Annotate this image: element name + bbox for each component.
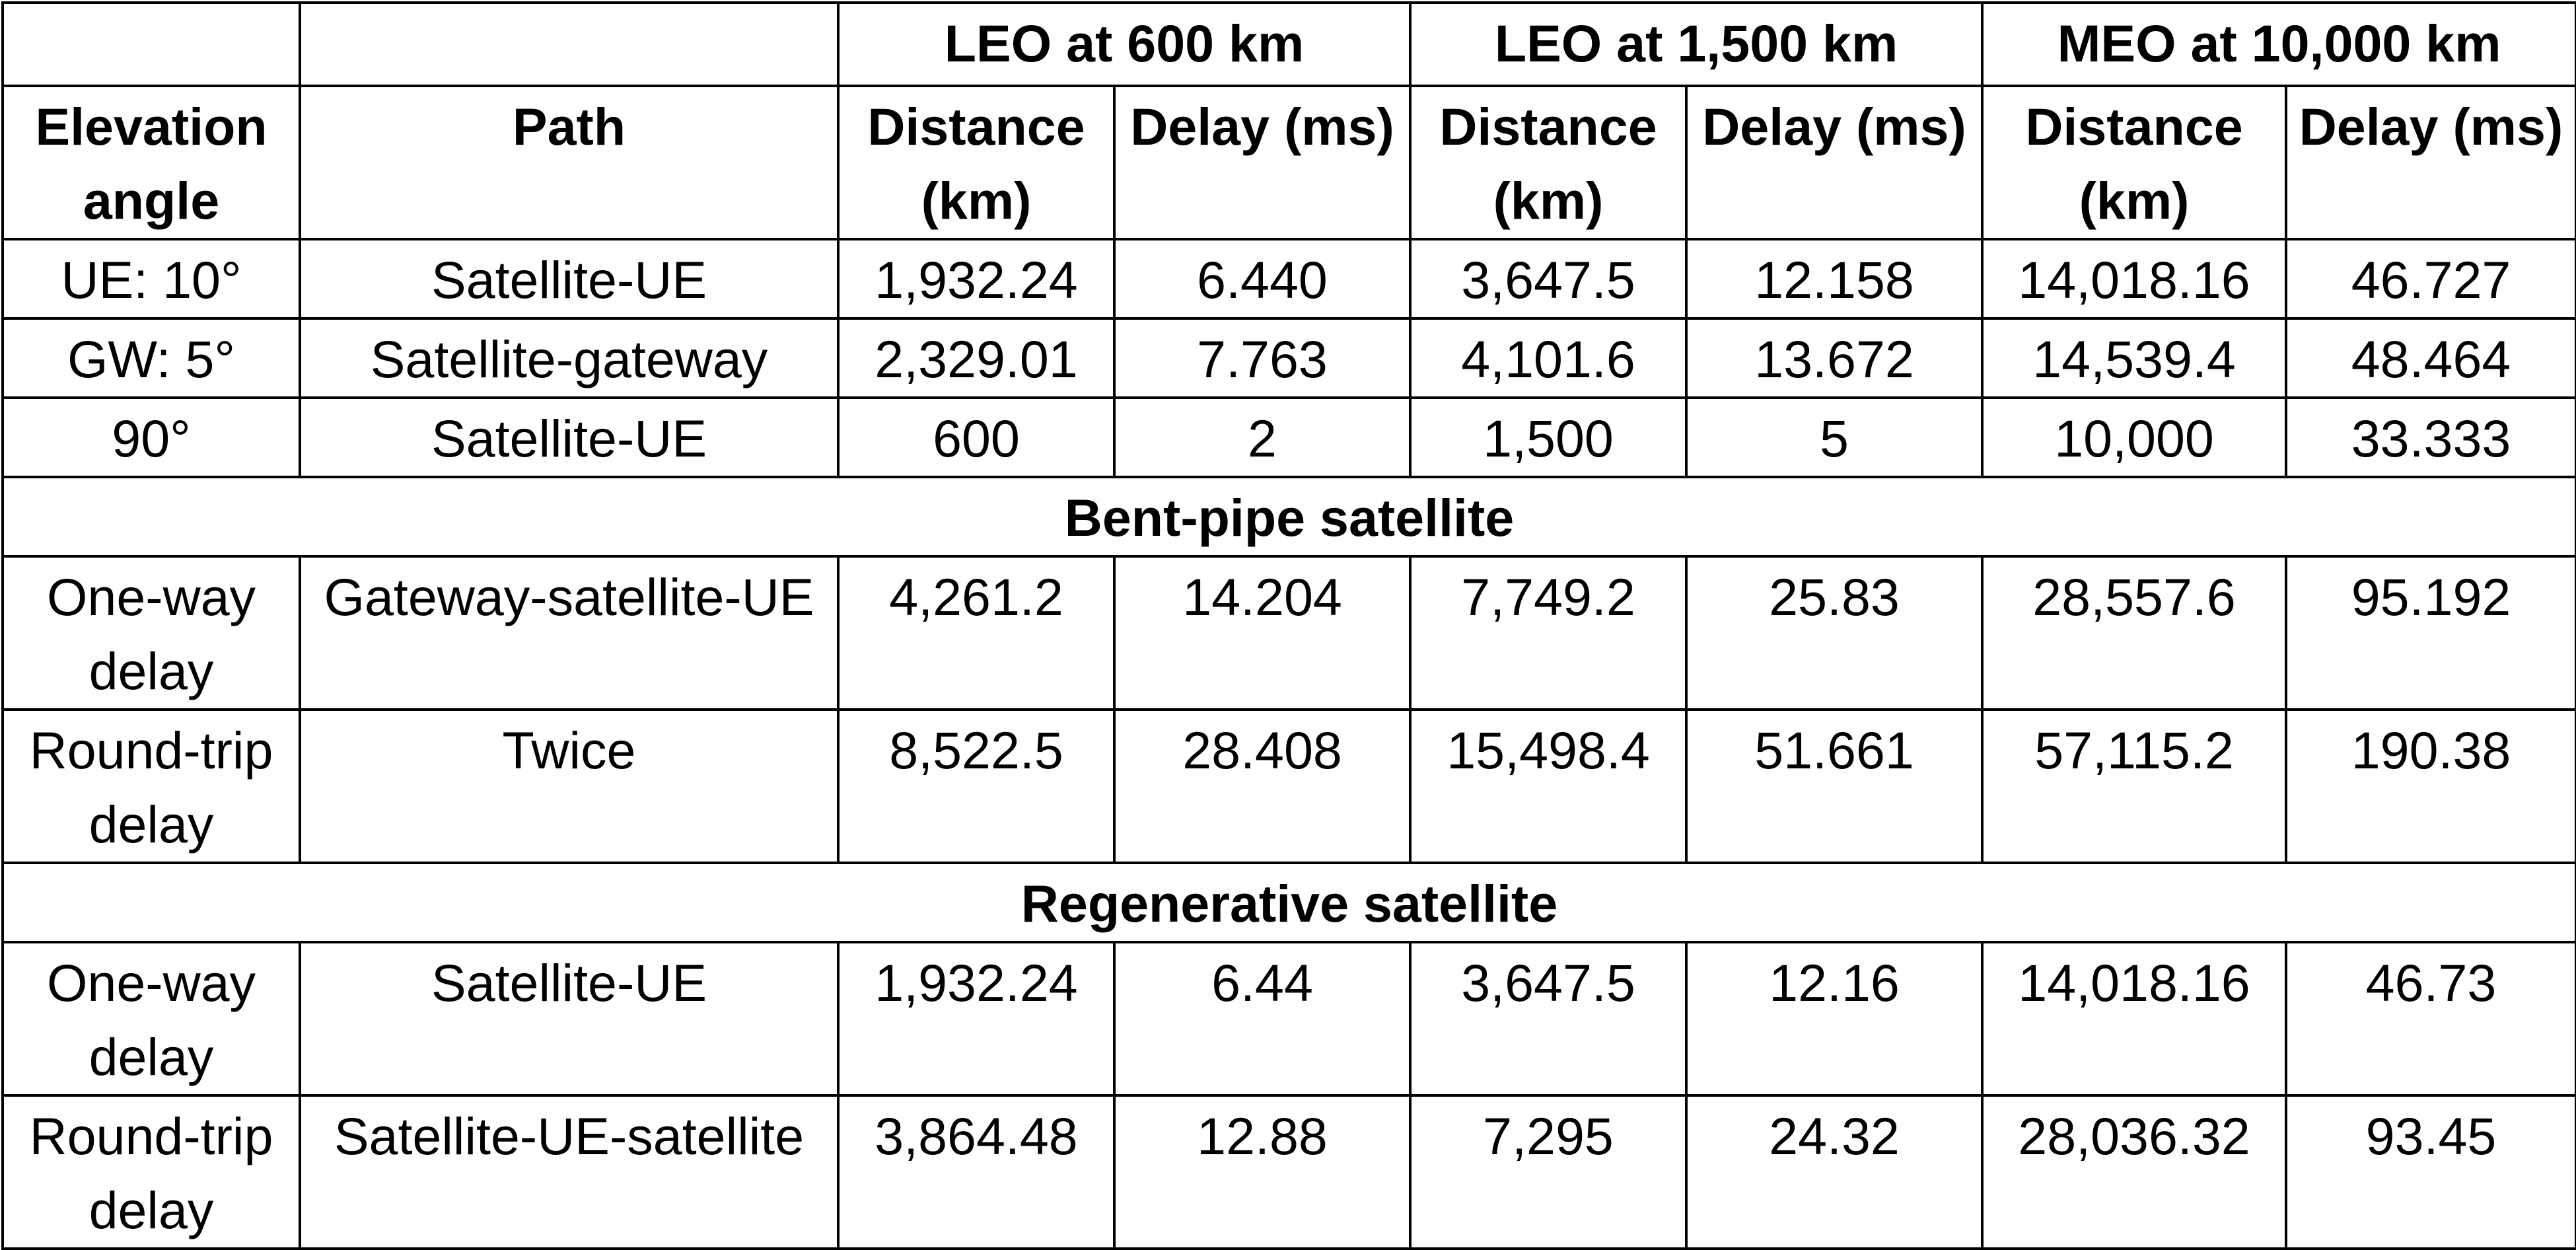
elevation-angle-cell: 90°	[1, 396, 301, 478]
value-cell: 7.763	[1112, 317, 1412, 399]
table-row: UE: 10° Satellite-UE 1,932.24 6.440 3,64…	[1, 238, 2576, 320]
column-header-distance: Distance (km)	[837, 85, 1116, 240]
value-cell: 1,932.24	[837, 941, 1116, 1097]
path-cell: Satellite-UE-satellite	[299, 1094, 840, 1250]
value-cell: 10,000	[1981, 396, 2288, 478]
table-row: One-way delay Satellite-UE 1,932.24 6.44…	[1, 941, 2576, 1097]
value-cell: 3,647.5	[1409, 941, 1688, 1097]
table-row: Round-trip delay Satellite-UE-satellite …	[1, 1094, 2576, 1250]
column-header-elevation-angle: Elevation angle	[1, 85, 301, 240]
value-cell: 51.661	[1685, 708, 1984, 864]
corner-cell	[299, 1, 840, 87]
header-group-row: LEO at 600 km LEO at 1,500 km MEO at 10,…	[1, 1, 2576, 87]
value-cell: 6.440	[1112, 238, 1412, 320]
value-cell: 1,932.24	[837, 238, 1116, 320]
value-cell: 2,329.01	[837, 317, 1116, 399]
table-row: Round-trip delay Twice 8,522.5 28.408 15…	[1, 708, 2576, 864]
column-header-distance: Distance (km)	[1981, 85, 2288, 240]
value-cell: 190.38	[2285, 708, 2576, 864]
value-cell: 13.672	[1685, 317, 1984, 399]
value-cell: 2	[1112, 396, 1412, 478]
value-cell: 28,557.6	[1981, 555, 2288, 711]
value-cell: 12.158	[1685, 238, 1984, 320]
group-header-meo-10000: MEO at 10,000 km	[1981, 1, 2576, 87]
value-cell: 14,018.16	[1981, 238, 2288, 320]
table-row: One-way delay Gateway-satellite-UE 4,261…	[1, 555, 2576, 711]
value-cell: 4,101.6	[1409, 317, 1688, 399]
value-cell: 95.192	[2285, 555, 2576, 711]
value-cell: 6.44	[1112, 941, 1412, 1097]
value-cell: 48.464	[2285, 317, 2576, 399]
value-cell: 14,539.4	[1981, 317, 2288, 399]
value-cell: 600	[837, 396, 1116, 478]
value-cell: 15,498.4	[1409, 708, 1688, 864]
elevation-angle-cell: GW: 5°	[1, 317, 301, 399]
path-cell: Satellite-gateway	[299, 317, 840, 399]
value-cell: 33.333	[2285, 396, 2576, 478]
elevation-angle-cell: Round-trip delay	[1, 708, 301, 864]
value-cell: 12.88	[1112, 1094, 1412, 1250]
corner-cell	[1, 1, 301, 87]
group-header-leo-600: LEO at 600 km	[836, 1, 1412, 87]
value-cell: 3,647.5	[1409, 238, 1688, 320]
value-cell: 5	[1685, 396, 1984, 478]
column-header-path: Path	[299, 85, 840, 240]
path-cell: Twice	[299, 708, 840, 864]
path-cell: Gateway-satellite-UE	[299, 555, 840, 711]
elevation-angle-cell: UE: 10°	[1, 238, 301, 320]
column-header-delay: Delay (ms)	[1685, 85, 1984, 240]
section-header-row: Bent-pipe satellite	[1, 476, 2576, 558]
value-cell: 8,522.5	[837, 708, 1116, 864]
path-cell: Satellite-UE	[299, 238, 840, 320]
column-header-distance: Distance (km)	[1409, 85, 1688, 240]
value-cell: 46.727	[2285, 238, 2576, 320]
value-cell: 93.45	[2285, 1094, 2576, 1250]
column-header-delay: Delay (ms)	[2285, 85, 2576, 240]
value-cell: 7,295	[1409, 1094, 1688, 1250]
value-cell: 14,018.16	[1981, 941, 2288, 1097]
value-cell: 24.32	[1685, 1094, 1984, 1250]
value-cell: 1,500	[1409, 396, 1688, 478]
elevation-angle-cell: One-way delay	[1, 555, 301, 711]
value-cell: 3,864.48	[837, 1094, 1116, 1250]
value-cell: 4,261.2	[837, 555, 1116, 711]
value-cell: 46.73	[2285, 941, 2576, 1097]
value-cell: 57,115.2	[1981, 708, 2288, 864]
value-cell: 28,036.32	[1981, 1094, 2288, 1250]
path-cell: Satellite-UE	[299, 941, 840, 1097]
header-sub-row: Elevation angle Path Distance (km) Delay…	[1, 85, 2576, 240]
table-row: GW: 5° Satellite-gateway 2,329.01 7.763 …	[1, 317, 2576, 399]
elevation-angle-cell: Round-trip delay	[1, 1094, 301, 1250]
value-cell: 7,749.2	[1409, 555, 1688, 711]
section-title-bent-pipe: Bent-pipe satellite	[1, 476, 2576, 558]
group-header-leo-1500: LEO at 1,500 km	[1409, 1, 1984, 87]
value-cell: 25.83	[1685, 555, 1984, 711]
value-cell: 28.408	[1112, 708, 1412, 864]
section-header-row: Regenerative satellite	[1, 862, 2576, 943]
value-cell: 14.204	[1112, 555, 1412, 711]
section-title-regenerative: Regenerative satellite	[1, 862, 2576, 943]
column-header-delay: Delay (ms)	[1112, 85, 1412, 240]
value-cell: 12.16	[1685, 941, 1984, 1097]
path-cell: Satellite-UE	[299, 396, 840, 478]
table-row: 90° Satellite-UE 600 2 1,500 5 10,000 33…	[1, 396, 2576, 478]
elevation-angle-cell: One-way delay	[1, 941, 301, 1097]
